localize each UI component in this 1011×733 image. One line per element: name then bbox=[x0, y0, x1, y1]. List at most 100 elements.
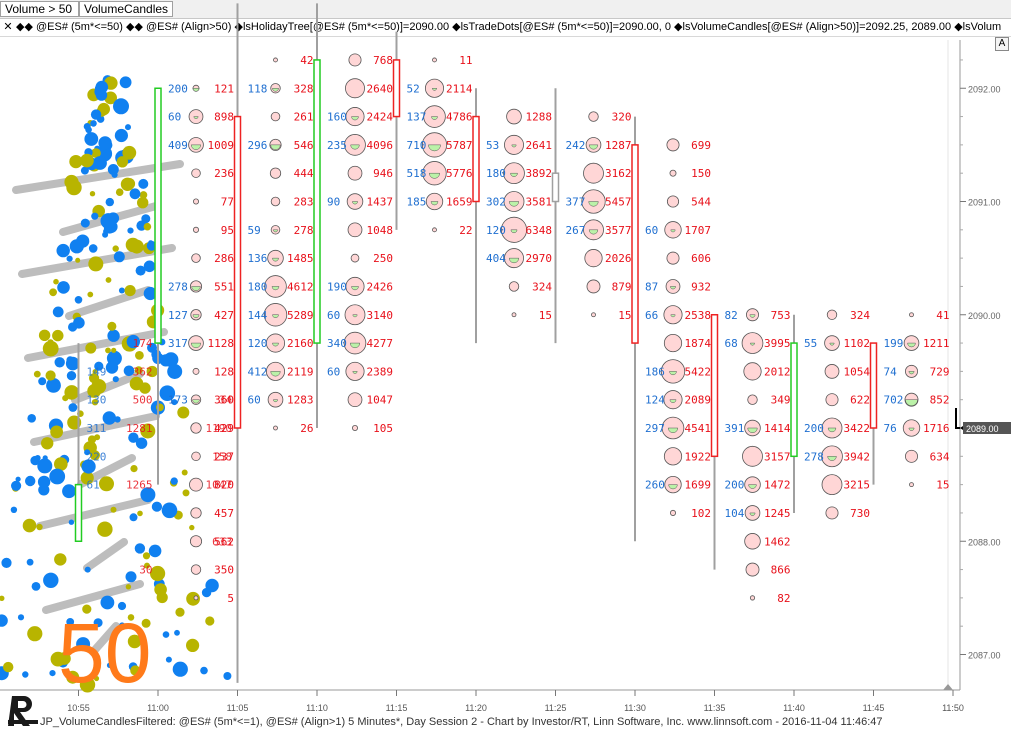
trade-bubble bbox=[742, 445, 763, 467]
trade-bubble bbox=[825, 393, 839, 407]
tree-ornament bbox=[104, 91, 117, 105]
tree-ornament bbox=[181, 469, 188, 476]
bid-volume-label: 127 bbox=[168, 309, 188, 322]
ask-volume-label: 1048 bbox=[367, 224, 394, 237]
trade-bubble bbox=[269, 167, 282, 179]
tree-ornament bbox=[89, 373, 100, 384]
tree-ornament bbox=[100, 595, 115, 610]
ask-volume-label: 427 bbox=[214, 309, 234, 322]
tree-ornament bbox=[172, 661, 188, 677]
tree-ornament bbox=[106, 662, 113, 668]
tree-ornament bbox=[174, 629, 180, 636]
ask-volume-label: 1245 bbox=[764, 507, 791, 520]
tree-ornament bbox=[175, 607, 185, 617]
ask-volume-label: 2538 bbox=[685, 309, 712, 322]
trade-bubble-bid bbox=[192, 88, 200, 92]
tree-ornament bbox=[205, 616, 215, 626]
tab-volume-filter[interactable]: Volume > 50 bbox=[0, 1, 79, 17]
tree-ornament bbox=[74, 296, 83, 304]
trade-bubble bbox=[511, 312, 517, 318]
autoscale-button[interactable]: A bbox=[995, 37, 1009, 51]
tree-ornament bbox=[110, 506, 117, 513]
trade-bubble-bid bbox=[270, 144, 281, 150]
trade-bubble bbox=[270, 111, 281, 122]
tree-ornament bbox=[189, 524, 195, 531]
bid-volume-label: 90 bbox=[327, 196, 340, 209]
ask-volume-label: 1287 bbox=[605, 139, 632, 152]
bid-volume-label: 200 bbox=[168, 82, 188, 95]
ask-volume-label: 3995 bbox=[764, 337, 791, 350]
trade-bubble bbox=[747, 394, 758, 405]
tree-ornament bbox=[125, 571, 137, 583]
trade-bubble-bid bbox=[827, 456, 837, 461]
tree-ornament bbox=[171, 399, 178, 406]
trade-bubble bbox=[191, 168, 201, 178]
trade-bubble-bid bbox=[670, 314, 676, 318]
ask-volume-label: 261 bbox=[294, 111, 314, 124]
trade-bubble bbox=[666, 195, 680, 208]
ask-volume-label: 866 bbox=[771, 564, 791, 577]
tree-ornament bbox=[87, 291, 94, 298]
tree-ornament bbox=[107, 321, 117, 331]
bid-volume-label: 190 bbox=[327, 280, 347, 293]
trade-bubble-bid bbox=[907, 342, 916, 348]
tree-ornament bbox=[151, 501, 162, 512]
tree-ornament bbox=[37, 475, 51, 489]
tree-ornament bbox=[113, 251, 125, 263]
bid-volume-label: 260 bbox=[645, 479, 665, 492]
bid-volume-label: 130 bbox=[87, 394, 107, 407]
close-icon[interactable]: ✕ bbox=[3, 21, 13, 33]
trade-bubble bbox=[189, 477, 203, 492]
ask-volume-label: 1265 bbox=[126, 479, 153, 492]
ask-volume-label: 1485 bbox=[287, 252, 314, 265]
bid-volume-label: 120 bbox=[248, 337, 268, 350]
ask-volume-label: 250 bbox=[373, 252, 393, 265]
tree-ornament bbox=[84, 449, 91, 456]
bid-volume-label: 76 bbox=[884, 422, 897, 435]
trade-bubble-bid bbox=[191, 286, 201, 292]
ask-volume-label: 1288 bbox=[526, 111, 553, 124]
holiday-tree-overlay bbox=[0, 75, 232, 693]
ask-volume-label: 237 bbox=[214, 450, 234, 463]
bid-volume-label: 702 bbox=[884, 394, 904, 407]
tree-ornament bbox=[64, 385, 79, 400]
tree-ornament bbox=[38, 377, 47, 386]
trade-bubble-bid bbox=[272, 257, 279, 262]
x-tick-label: 11:30 bbox=[624, 703, 646, 713]
tree-ornament bbox=[115, 188, 124, 196]
trade-bubble-bid bbox=[430, 201, 439, 206]
trade-bubbles bbox=[188, 53, 921, 601]
trade-bubble-bid bbox=[827, 427, 837, 433]
tab-volume-candles[interactable]: VolumeCandles bbox=[79, 1, 173, 17]
ask-volume-label: 879 bbox=[612, 280, 632, 293]
bid-volume-label: 518 bbox=[407, 167, 427, 180]
ask-volume-label: 1414 bbox=[764, 422, 791, 435]
tree-ornament bbox=[117, 601, 127, 611]
ask-volume-label: 2389 bbox=[367, 365, 394, 378]
tree-ornament bbox=[123, 365, 135, 377]
scroll-end-icon bbox=[943, 684, 953, 690]
trade-bubble-bid bbox=[510, 172, 518, 177]
ask-volume-label: 1922 bbox=[685, 450, 712, 463]
tree-ornament bbox=[141, 618, 151, 628]
tree-ornament bbox=[47, 339, 54, 346]
tree-ornament bbox=[81, 459, 96, 474]
candle-body bbox=[233, 115, 242, 429]
trade-bubble bbox=[270, 196, 281, 207]
ask-volume-label: 546 bbox=[294, 139, 314, 152]
tree-ornament bbox=[52, 306, 64, 318]
tree-ornament bbox=[118, 287, 125, 294]
tree-ornament bbox=[89, 191, 96, 197]
tree-ornament bbox=[64, 174, 79, 190]
ask-volume-label: 1699 bbox=[685, 479, 712, 492]
bid-volume-label: 200 bbox=[804, 422, 824, 435]
trade-bubble bbox=[666, 138, 680, 152]
trade-bubble-bid bbox=[432, 88, 437, 91]
tree-ornament bbox=[50, 425, 63, 439]
tree-ornament bbox=[162, 631, 170, 638]
ask-volume-label: 2641 bbox=[526, 139, 553, 152]
tree-ornament bbox=[135, 351, 144, 360]
bid-volume-label: 60 bbox=[327, 309, 340, 322]
trade-bubble-bid bbox=[669, 371, 677, 375]
